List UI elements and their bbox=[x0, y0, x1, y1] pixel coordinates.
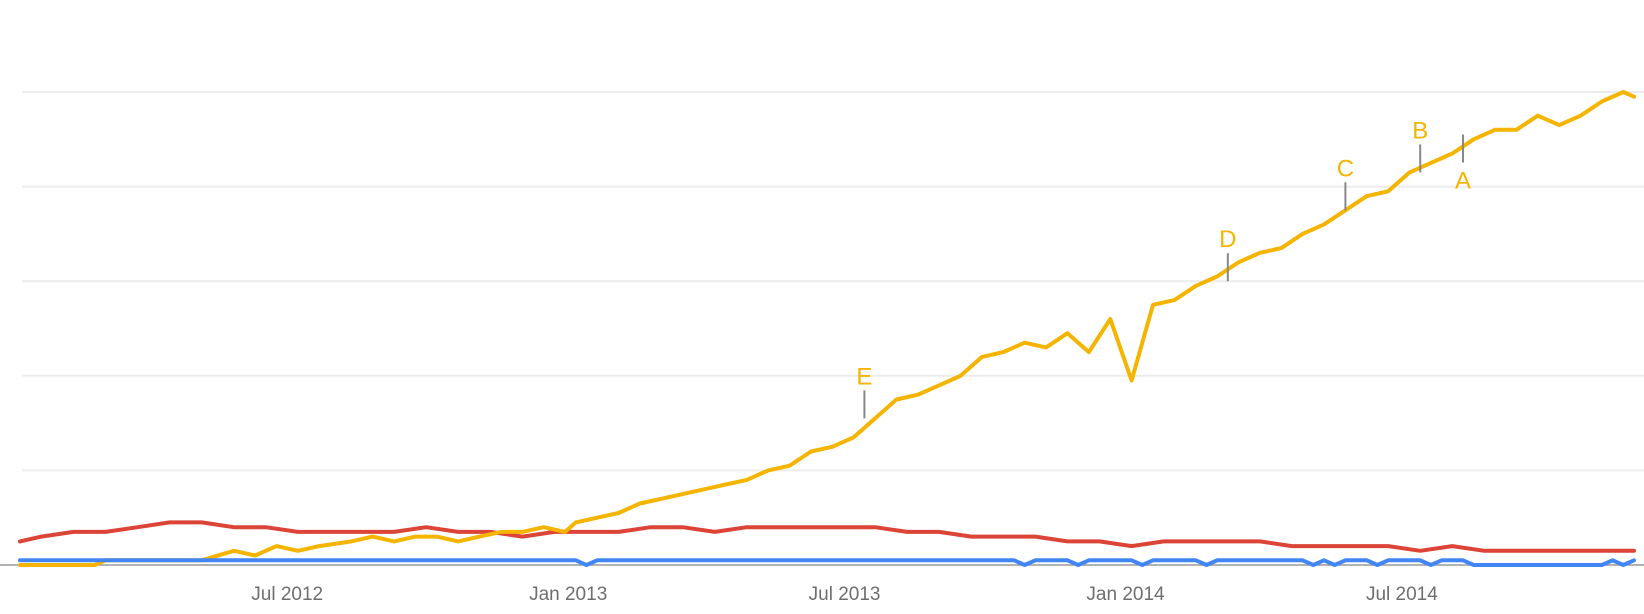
gridlines bbox=[22, 91, 1644, 472]
annotation-b[interactable]: B bbox=[1412, 117, 1428, 173]
annotation-d[interactable]: D bbox=[1219, 226, 1236, 282]
annotation-label: B bbox=[1412, 117, 1428, 144]
x-tick-label: Jul 2012 bbox=[251, 584, 323, 605]
series-line-0 bbox=[18, 90, 1636, 567]
annotation-label: E bbox=[856, 363, 872, 390]
series-line-2 bbox=[18, 558, 1636, 567]
annotation-label: D bbox=[1219, 226, 1236, 253]
x-tick-label: Jan 2014 bbox=[1086, 584, 1165, 605]
annotation-e[interactable]: E bbox=[856, 363, 872, 419]
annotation-a[interactable]: A bbox=[1455, 134, 1471, 195]
x-tick-label: Jan 2013 bbox=[529, 584, 607, 605]
x-tick-label: Jul 2013 bbox=[809, 584, 881, 605]
series-line-1 bbox=[18, 520, 1636, 553]
annotation-markers: AB C D E bbox=[856, 117, 1471, 419]
annotation-label: A bbox=[1455, 168, 1471, 195]
x-axis-tick-labels: Jul 2012 Jan 2013 Jul 2013 Jan 2014 Jul 2014 bbox=[251, 584, 1438, 605]
annotation-label: C bbox=[1337, 155, 1354, 182]
series-lines bbox=[18, 90, 1636, 567]
x-tick-label: Jul 2014 bbox=[1366, 584, 1438, 605]
annotation-c[interactable]: C bbox=[1337, 155, 1354, 211]
